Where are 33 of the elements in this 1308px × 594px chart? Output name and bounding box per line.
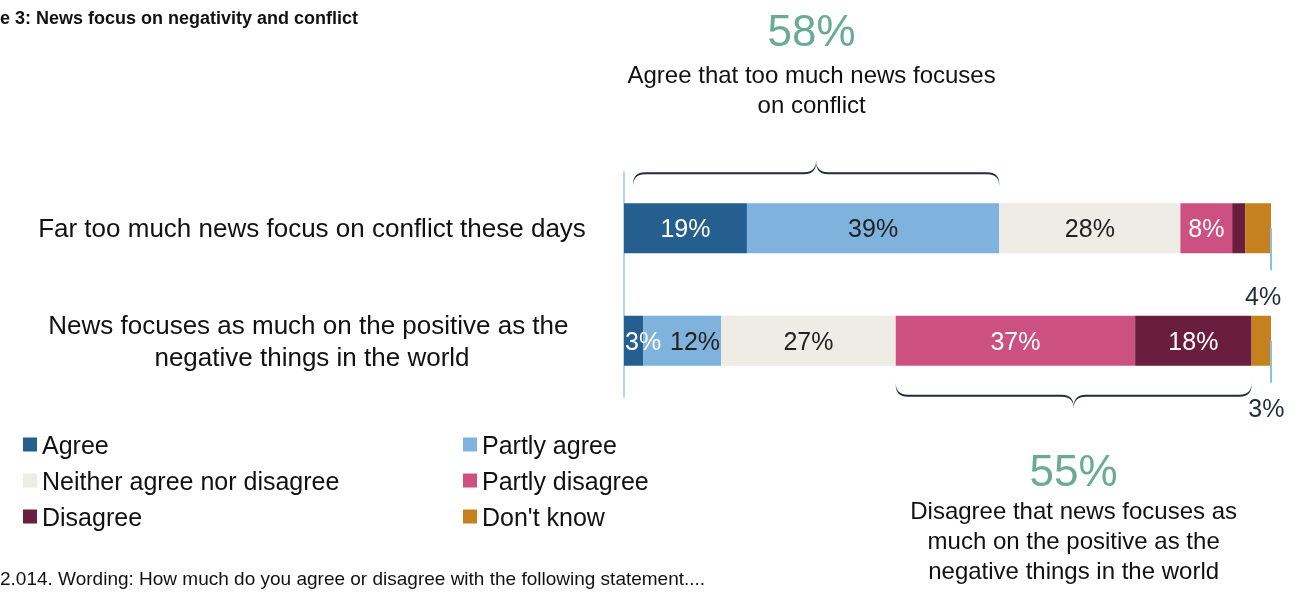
legend-label: Don't know bbox=[482, 502, 606, 531]
text: 2.014. Wording: How much do you agree or disagree with the following statement.... bbox=[0, 568, 706, 590]
bar bbox=[1135, 315, 1252, 366]
bar bbox=[746, 203, 1000, 254]
legend-label: Neither agree nor disagree bbox=[42, 466, 340, 495]
data-label: 18% bbox=[1168, 326, 1219, 355]
bar bbox=[721, 315, 896, 366]
legend-label: Disagree bbox=[42, 502, 143, 531]
data-label: 4% bbox=[1244, 281, 1282, 310]
text: Agree that too much news focuses on conflict bbox=[626, 60, 997, 120]
bar bbox=[1251, 315, 1271, 366]
data-label: 12% bbox=[670, 326, 721, 355]
bar bbox=[1232, 203, 1246, 254]
bar bbox=[999, 203, 1181, 254]
legend-label: Agree bbox=[42, 430, 109, 459]
y-tick-label: Far too much news focus on conflict these days bbox=[38, 213, 586, 244]
bar bbox=[624, 203, 747, 254]
legend-label: Partly agree bbox=[482, 430, 617, 459]
text: 55% bbox=[1028, 446, 1119, 495]
data-label: 19% bbox=[660, 214, 711, 243]
text: 58% bbox=[766, 6, 857, 55]
text: Disagree that news focuses as much on the positive as the negative things in the world bbox=[909, 496, 1239, 586]
data-label: 27% bbox=[783, 326, 834, 355]
data-label: 37% bbox=[990, 326, 1041, 355]
legend-label: Partly disagree bbox=[482, 466, 649, 495]
data-label: 8% bbox=[1188, 214, 1225, 243]
text: e 3: News focus on negativity and conflict bbox=[0, 8, 359, 29]
bar bbox=[1245, 203, 1271, 254]
data-label: 39% bbox=[848, 214, 899, 243]
bar bbox=[895, 315, 1136, 366]
data-label: 3% bbox=[1248, 394, 1285, 423]
data-label: 28% bbox=[1064, 214, 1115, 243]
y-tick-label: News focuses as much on the positive as the negative things in the world bbox=[48, 309, 576, 372]
